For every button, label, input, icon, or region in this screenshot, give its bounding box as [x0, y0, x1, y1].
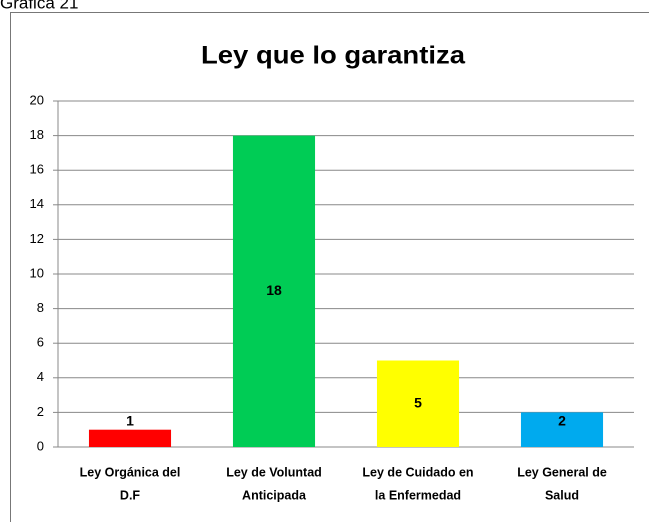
y-tick-label: 20 [30, 92, 44, 107]
x-tick-label: Anticipada [242, 488, 307, 502]
y-tick-label: 18 [30, 127, 44, 142]
bar [88, 429, 172, 447]
y-tick-label: 8 [37, 300, 44, 315]
bar [376, 360, 460, 447]
x-tick-label: Salud [545, 488, 579, 502]
x-tick-label: Ley de Cuidado en [362, 465, 473, 479]
y-tick-label: 4 [37, 369, 44, 384]
caption: Gráfica 21 [0, 0, 78, 12]
x-tick-label: Ley General de [517, 465, 607, 479]
data-label: 1 [126, 413, 134, 429]
y-tick-label: 2 [37, 404, 44, 419]
x-tick-label: Ley de Voluntad [226, 465, 322, 479]
y-tick-label: 10 [30, 265, 44, 280]
y-tick-label: 12 [30, 231, 44, 246]
bar [520, 412, 604, 447]
y-tick-label: 6 [37, 335, 44, 350]
x-tick-label: Ley Orgánica del [80, 465, 181, 479]
y-tick-label: 14 [30, 196, 44, 211]
data-label: 2 [558, 413, 566, 429]
x-tick-label: D.F [120, 488, 141, 502]
data-label: 5 [414, 394, 422, 410]
chart-title: Ley que lo garantiza [201, 42, 466, 70]
y-tick-label: 0 [37, 438, 44, 453]
x-tick-label: la Enfermedad [375, 488, 461, 502]
y-tick-label: 16 [30, 162, 44, 177]
bar [232, 135, 316, 447]
data-label: 18 [266, 282, 282, 298]
